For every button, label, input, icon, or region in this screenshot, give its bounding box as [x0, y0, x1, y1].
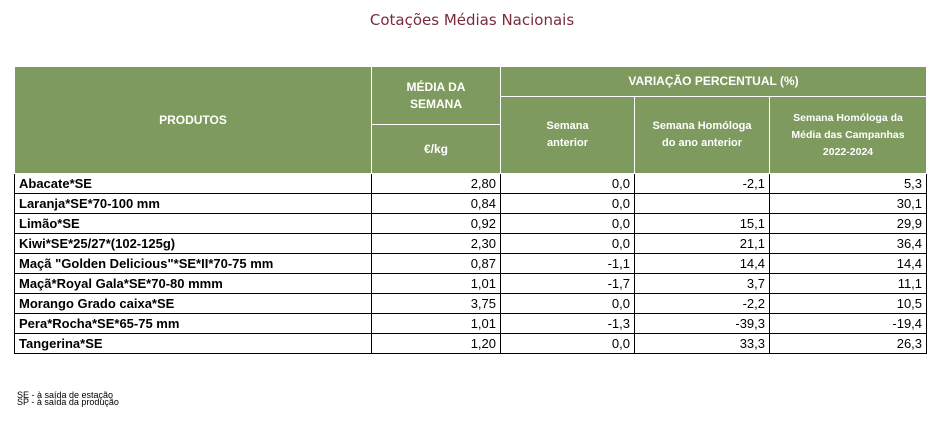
cell-produto: Limão*SE: [14, 213, 372, 234]
header-semana-homologa-ano: Semana Homóloga do ano anterior: [634, 96, 770, 174]
cell-homologa-ano: [634, 193, 770, 214]
cell-produto: Tangerina*SE: [14, 333, 372, 354]
cell-semana-anterior: -1,7: [500, 273, 635, 294]
header-variacao: VARIAÇÃO PERCENTUAL (%): [499, 66, 928, 97]
cell-semana-anterior: 0,0: [500, 173, 635, 194]
header-produtos: PRODUTOS: [14, 66, 372, 174]
cell-produto: Laranja*SE*70-100 mm: [14, 193, 372, 214]
cell-semana-anterior: 0,0: [500, 233, 635, 254]
cell-homologa-media: 26,3: [768, 333, 928, 354]
cell-homologa-media: 5,3: [768, 173, 928, 194]
table-row: Kiwi*SE*25/27*(102-125g) 2,30 0,0 21,1 36,4: [14, 233, 928, 254]
header-semana-homologa-media: Semana Homóloga da Média das Campanhas 2…: [768, 96, 928, 174]
cell-media: 0,84: [371, 193, 501, 214]
table-row: Tangerina*SE 1,20 0,0 33,3 26,3: [14, 333, 928, 354]
cell-media: 1,01: [371, 273, 501, 294]
cell-media: 2,80: [371, 173, 501, 194]
cell-homologa-ano: 15,1: [634, 213, 770, 234]
header-semana-anterior: Semana anterior: [500, 96, 635, 174]
header-unit: €/kg: [371, 124, 501, 174]
cell-produto: Maçã*Royal Gala*SE*70-80 mmm: [14, 273, 372, 294]
cell-homologa-ano: 14,4: [634, 253, 770, 274]
table-row: Laranja*SE*70-100 mm 0,84 0,0 30,1: [14, 193, 928, 214]
cell-media: 0,92: [371, 213, 501, 234]
prices-table: PRODUTOS MÉDIA DA SEMANA VARIAÇÃO PERCEN…: [14, 66, 928, 354]
cell-homologa-ano: -39,3: [634, 313, 770, 334]
cell-homologa-media: 29,9: [768, 213, 928, 234]
cell-homologa-ano: -2,1: [634, 173, 770, 194]
cell-semana-anterior: 0,0: [500, 293, 635, 314]
cell-homologa-ano: 3,7: [634, 273, 770, 294]
cell-homologa-media: 11,1: [768, 273, 928, 294]
cell-produto: Pera*Rocha*SE*65-75 mm: [14, 313, 372, 334]
page-title: Cotações Médias Nacionais: [369, 11, 575, 29]
cell-produto: Morango Grado caixa*SE: [14, 293, 372, 314]
cell-media: 2,30: [371, 233, 501, 254]
cell-media: 0,87: [371, 253, 501, 274]
table-row: Pera*Rocha*SE*65-75 mm 1,01 -1,3 -39,3 -19,4: [14, 313, 928, 334]
cell-homologa-media: 10,5: [768, 293, 928, 314]
footnote-se: SE - à saída de estação: [17, 390, 114, 400]
cell-semana-anterior: 0,0: [500, 213, 635, 234]
cell-homologa-media: 14,4: [768, 253, 928, 274]
table-row: Maçã "Golden Delicious"*SE*II*70-75 mm 0,…: [14, 253, 928, 274]
cell-semana-anterior: 0,0: [500, 333, 635, 354]
table-row: Abacate*SE 2,80 0,0 -2,1 5,3: [14, 173, 928, 194]
cell-produto: Maçã "Golden Delicious"*SE*II*70-75 mm: [14, 253, 372, 274]
cell-homologa-ano: 33,3: [634, 333, 770, 354]
cell-produto: Abacate*SE: [14, 173, 372, 194]
cell-media: 1,01: [371, 313, 501, 334]
cell-semana-anterior: -1,1: [500, 253, 635, 274]
header-media-semana: MÉDIA DA SEMANA: [371, 66, 501, 125]
cell-produto: Kiwi*SE*25/27*(102-125g): [14, 233, 372, 254]
cell-homologa-ano: -2,2: [634, 293, 770, 314]
cell-homologa-media: -19,4: [768, 313, 928, 334]
cell-semana-anterior: -1,3: [500, 313, 635, 334]
table-row: Limão*SE 0,92 0,0 15,1 29,9: [14, 213, 928, 234]
cell-media: 1,20: [371, 333, 501, 354]
table-row: Maçã*Royal Gala*SE*70-80 mmm 1,01 -1,7 3,7 1…: [14, 273, 928, 294]
cell-homologa-media: 36,4: [768, 233, 928, 254]
cell-media: 3,75: [371, 293, 501, 314]
cell-homologa-ano: 21,1: [634, 233, 770, 254]
cell-semana-anterior: 0,0: [500, 193, 635, 214]
footnote-sp: SP - à saída da produção: [17, 397, 119, 407]
cell-homologa-media: 30,1: [768, 193, 928, 214]
footnotes: SE - à saída de estação SP - à saída da …: [17, 390, 119, 407]
table-row: Morango Grado caixa*SE 3,75 0,0 -2,2 10,5: [14, 293, 928, 314]
